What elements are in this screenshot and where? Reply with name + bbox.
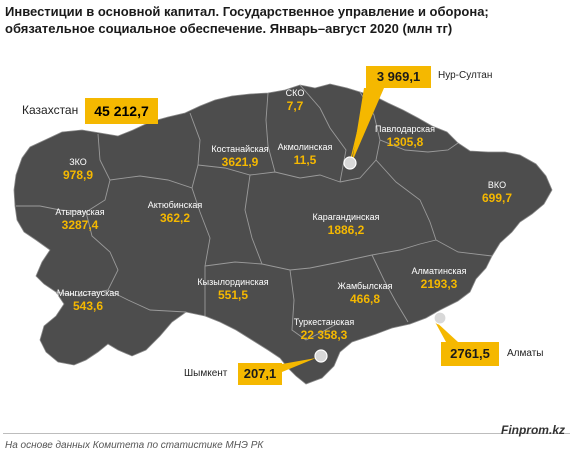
region-name: Павлодарская [375,124,435,134]
region-kyzylorda: Кызылординская 551,5 [197,277,268,303]
title-line-1: Инвестиции в основной капитал. Государст… [5,4,489,19]
footer-divider [3,433,570,434]
region-value: 2193,3 [420,277,458,291]
chart-title: Инвестиции в основной капитал. Государст… [5,3,565,37]
region-almaty: Алматинская 2193,3 [412,266,467,292]
region-name: Туркестанская [293,317,355,327]
region-aktobe: Актюбинская 362,2 [148,200,203,226]
country-total-value: 45 212,7 [85,98,158,124]
region-name: ЗКО [69,157,87,167]
region-value: 466,8 [349,292,381,306]
shymkent-value: 207,1 [238,363,282,385]
region-value: 3621,9 [221,155,259,169]
region-name: Карагандинская [312,212,380,222]
region-name: Алматинская [411,266,467,276]
region-pavlodar: Павлодарская 1305,8 [375,124,435,150]
brand-logo[interactable]: Finprom.kz [500,423,565,437]
nur-sultan-value: 3 969,1 [366,66,431,88]
region-value: 362,2 [159,211,191,225]
region-name: Кызылординская [197,277,269,287]
region-name: СКО [285,88,305,98]
country-outline [13,83,553,385]
country-name: Казахстан [22,103,79,117]
source-note: На основе данных Комитета по статистике … [5,440,264,451]
region-name: ВКО [487,180,507,190]
region-value: 1305,8 [386,135,424,149]
almaty-marker [433,311,447,325]
region-name: Актюбинская [147,200,203,210]
region-value: 11,5 [293,153,317,167]
region-atyrau: Атырауская 3287,4 [55,207,104,233]
region-value: 978,9 [62,168,94,182]
nur-sultan-name: Нур-Султан [438,70,493,81]
almaty-value: 2761,5 [441,342,499,366]
region-zko: ЗКО 978,9 [63,157,93,183]
region-mangystau: Мангистауская 543,6 [57,288,119,314]
region-name: Акмолинская [277,142,333,152]
shymkent-pointer [282,358,316,372]
region-value: 1886,2 [327,223,365,237]
region-value: 699,7 [481,191,513,205]
region-vko: ВКО 699,7 [482,180,512,206]
nur-sultan-pointer [352,88,384,162]
region-turkestan: Туркестанская 22 358,3 [294,317,354,343]
region-value: 551,5 [217,288,249,302]
region-name: Атырауская [55,207,105,217]
region-kostanay: Костанайская 3621,9 [211,144,268,170]
region-karaganda: Карагандинская 1886,2 [312,212,379,238]
region-akmola: Акмолинская 11,5 [278,142,333,168]
region-value: 22 358,3 [300,328,348,342]
region-value: 7,7 [286,99,304,113]
region-name: Жамбылская [337,281,393,291]
shymkent-name: Шымкент [184,368,228,379]
region-sko: СКО 7,7 [286,88,305,114]
region-zhambyl: Жамбылская 466,8 [338,281,393,307]
region-name: Костанайская [211,144,269,154]
region-value: 543,6 [72,299,104,313]
almaty-pointer [434,320,458,342]
shymkent-marker [314,349,328,363]
region-value: 3287,4 [61,218,99,232]
almaty-name: Алматы [507,348,544,359]
region-name: Мангистауская [56,288,120,298]
title-line-2: обязательное социальное обеспечение. Янв… [5,21,453,36]
nur-sultan-marker [343,156,357,170]
